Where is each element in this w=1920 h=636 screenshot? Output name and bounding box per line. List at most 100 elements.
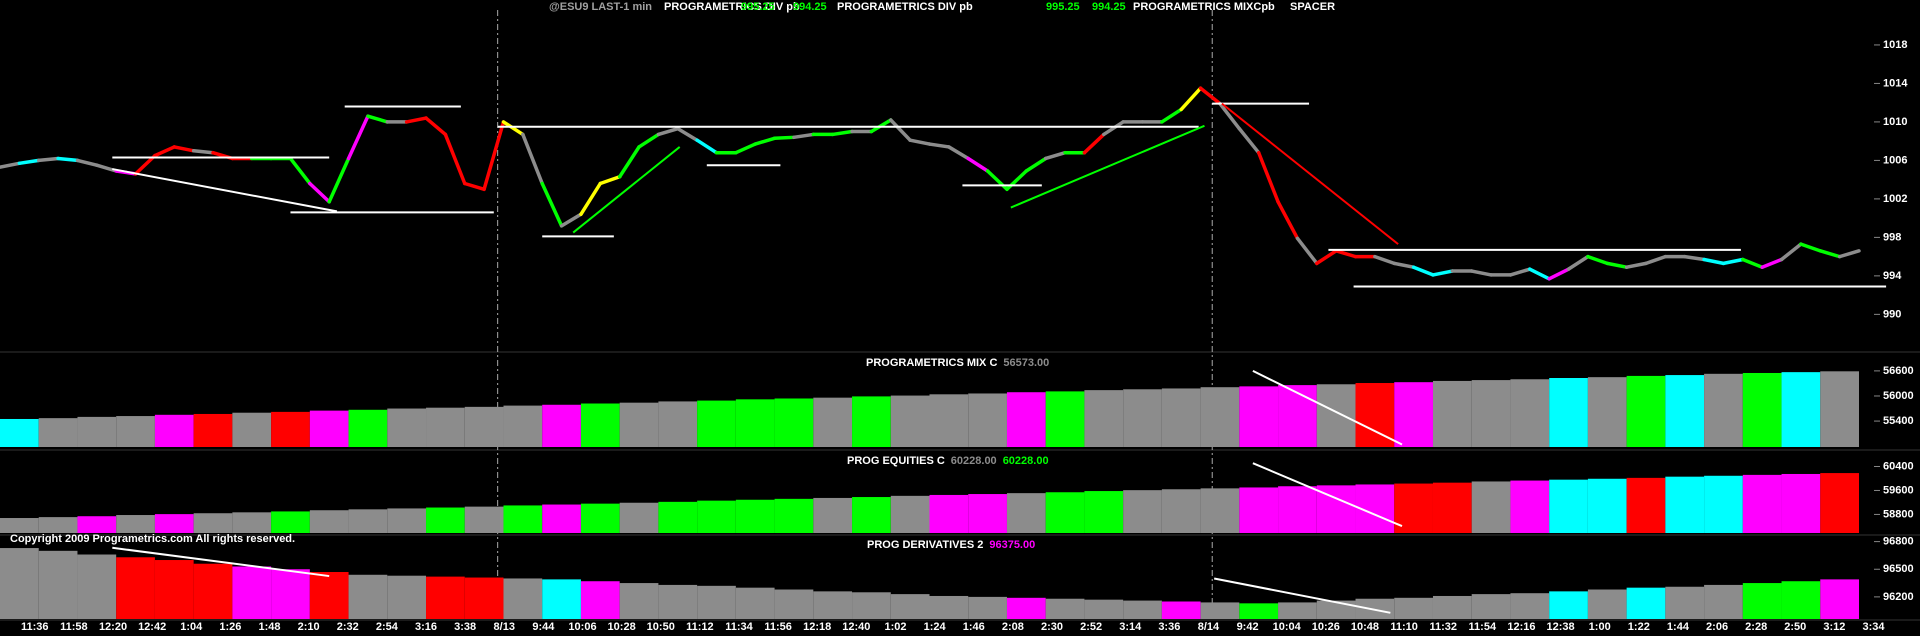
x-tick-label: 10:28 xyxy=(608,621,636,633)
price-segment xyxy=(1276,200,1300,241)
indicator-bar xyxy=(1161,489,1201,533)
price-segment xyxy=(56,156,80,163)
indicator-bar xyxy=(232,512,272,533)
x-tick-label: 12:20 xyxy=(99,621,127,633)
indicator-bar xyxy=(619,583,659,619)
indicator-bar xyxy=(852,592,891,619)
price-segment xyxy=(734,142,757,155)
trend-line xyxy=(1010,124,1205,209)
y-tick-label: 1006 xyxy=(1883,154,1907,166)
indicator-bar xyxy=(697,585,736,619)
indicator-bar xyxy=(1123,490,1162,533)
x-tick-label: 12:18 xyxy=(803,621,831,633)
x-tick-label: 1:46 xyxy=(963,621,985,633)
indicator-bar xyxy=(619,502,659,533)
indicator-bar xyxy=(309,510,349,533)
indicator-bar xyxy=(890,594,930,619)
x-tick-label: 11:10 xyxy=(1390,621,1418,633)
price-segment xyxy=(1760,257,1784,269)
indicator-bar xyxy=(735,399,775,447)
indicator-bar xyxy=(1665,375,1705,447)
x-tick-label: 1:00 xyxy=(1589,621,1611,633)
price-segment xyxy=(540,181,564,228)
trend-line xyxy=(1252,369,1403,446)
price-segment xyxy=(830,129,854,137)
indicator-bar xyxy=(1278,602,1317,619)
indicator-bar xyxy=(1742,583,1782,619)
indicator-bar xyxy=(77,416,117,447)
indicator-bar xyxy=(0,518,39,533)
indicator-bar xyxy=(1006,597,1046,619)
indicator-bar xyxy=(968,494,1007,533)
price-segment xyxy=(443,132,467,186)
indicator-bar xyxy=(1239,603,1279,619)
indicator-bar xyxy=(1781,372,1821,447)
indicator-bar xyxy=(580,403,620,447)
study-label: PROGRAMETRICS DIV pb xyxy=(664,1,800,13)
indicator-bar xyxy=(890,495,930,533)
price-segment xyxy=(889,118,912,142)
indicator-bar xyxy=(426,507,465,533)
indicator-bar xyxy=(658,501,698,533)
price-segment xyxy=(792,132,816,140)
indicator-bar xyxy=(852,497,891,533)
indicator-bar xyxy=(774,498,814,533)
x-tick-label: 1:04 xyxy=(180,621,203,633)
indicator-bar xyxy=(1200,488,1240,533)
indicator-bar xyxy=(154,414,194,447)
indicator-bar xyxy=(193,563,233,619)
price-segment xyxy=(637,132,661,149)
indicator-bar xyxy=(1471,594,1511,619)
indicator-bar xyxy=(1355,383,1395,447)
indicator-bar xyxy=(1394,382,1433,447)
indicator-bar xyxy=(1587,377,1627,447)
indicator-bar xyxy=(387,575,427,619)
x-tick-label: 9:42 xyxy=(1237,621,1259,633)
indicator-bar xyxy=(116,557,155,619)
price-segment xyxy=(966,156,990,173)
x-tick-label: 2:10 xyxy=(298,621,320,633)
x-tick-label: 1:02 xyxy=(884,621,906,633)
price-segment xyxy=(1624,261,1648,269)
indicator-bar xyxy=(1123,600,1162,619)
price-segment xyxy=(404,116,428,124)
price-segment xyxy=(947,145,970,161)
indicator-bar xyxy=(1510,379,1550,447)
price-segment xyxy=(191,149,215,155)
y-tick-label: 59600 xyxy=(1883,484,1914,496)
indicator-bar xyxy=(271,411,310,447)
indicator-bar xyxy=(1084,390,1124,447)
price-segment xyxy=(1682,254,1706,262)
indicator-bar xyxy=(542,404,581,447)
price-segment xyxy=(1508,267,1532,277)
indicator-bar xyxy=(1820,473,1859,533)
indicator-bar xyxy=(1316,384,1356,447)
indicator-bar xyxy=(464,506,504,533)
indicator-bar xyxy=(77,516,117,533)
price-segment xyxy=(1799,242,1823,253)
price-segment xyxy=(1334,249,1358,259)
price-segment xyxy=(1315,249,1338,266)
panel-readout: 60228.00 xyxy=(1003,455,1049,467)
indicator-bar xyxy=(232,412,272,447)
trend-line xyxy=(1252,462,1403,528)
x-tick-label: 11:34 xyxy=(725,621,753,633)
indicator-bar xyxy=(697,500,736,533)
indicator-bar xyxy=(1549,591,1588,619)
x-tick-label: 11:36 xyxy=(21,621,49,633)
price-segment xyxy=(1373,254,1396,266)
price-segment xyxy=(1528,267,1551,281)
indicator-bar xyxy=(1704,584,1743,619)
trend-line xyxy=(1213,577,1391,614)
symbol: @ESU9 LAST-1 min xyxy=(549,1,652,13)
indicator-bar xyxy=(387,408,427,447)
x-tick-label: 8/13 xyxy=(494,621,515,633)
x-tick-label: 11:54 xyxy=(1469,621,1497,633)
price-segment xyxy=(1160,107,1183,124)
indicator-bar xyxy=(1394,597,1433,619)
indicator-bar xyxy=(1239,386,1279,447)
indicator-bar xyxy=(503,405,543,447)
indicator-bar xyxy=(929,595,969,619)
x-tick-label: 10:04 xyxy=(1273,621,1302,633)
price-segment xyxy=(75,158,99,167)
